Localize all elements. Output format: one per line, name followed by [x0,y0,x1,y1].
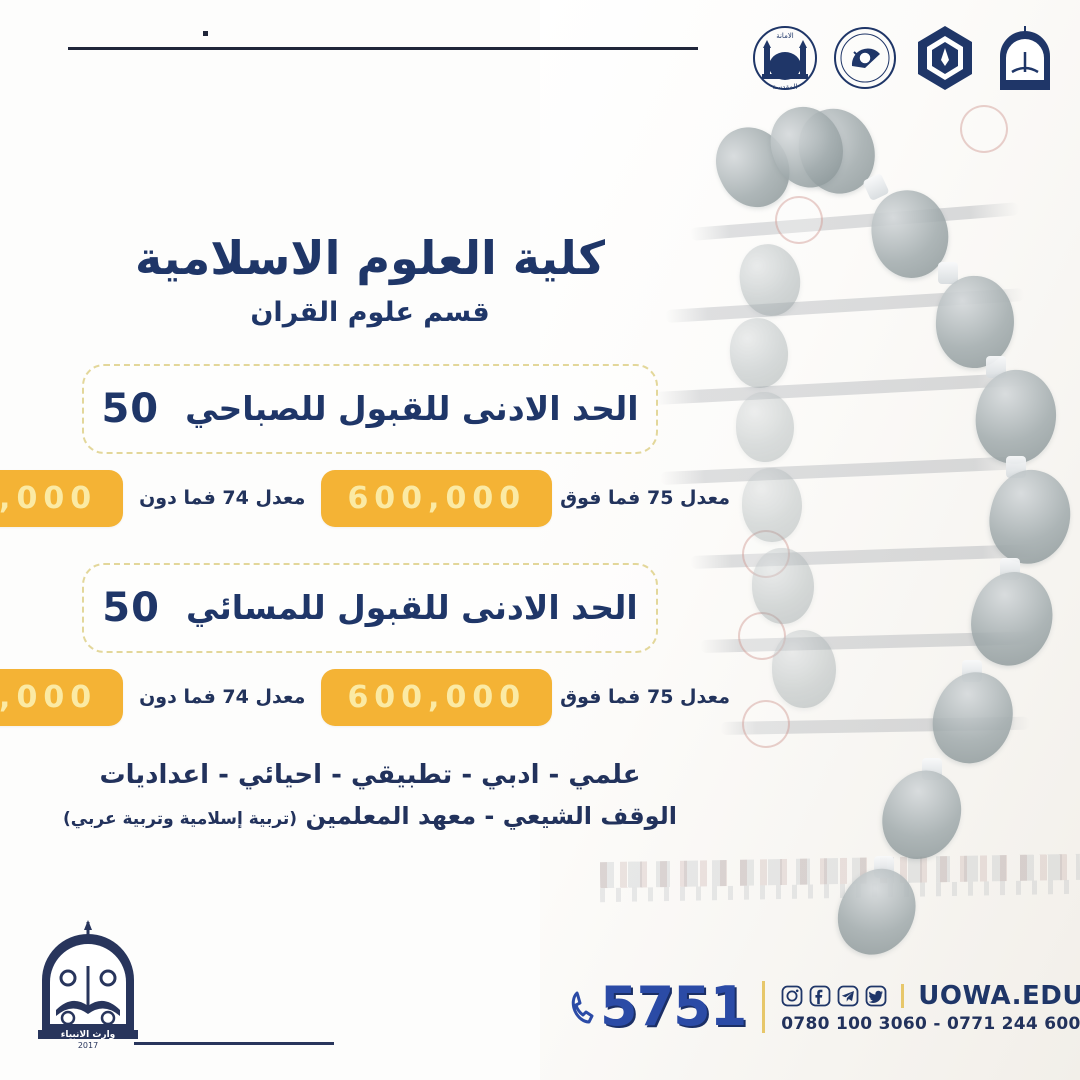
quran-text-line [689,543,1036,569]
bead-spacer [962,660,982,682]
evening-fee-row: معدل 75 فما فوق 600,000 معدل 74 فما دون … [0,668,740,726]
svg-text:الامانة: الامانة [776,32,794,40]
page-title: كلية العلوم الاسلامية [135,231,605,285]
bead-spacer [1000,558,1020,580]
branches-line-1: علمي - ادبي - تطبيقي - احيائي - اعداديات [99,759,641,790]
evening-admission-score: 50 [102,584,160,631]
contact-footer: 5751 [570,980,1080,1034]
prayer-bead [736,392,794,462]
prayer-bead [868,757,976,873]
poster-content: كلية العلوم الاسلامية قسم علوم القران ال… [0,232,740,830]
bead-spacer [874,856,894,878]
bead-spacer [938,262,958,284]
morning-fee-row: معدل 75 فما فوق 600,000 معدل 74 فما دون … [0,469,740,527]
bead-spacer [986,356,1006,378]
quran-text-line [699,631,1036,653]
header-dot-marker [203,31,208,36]
prayer-bead [760,96,854,198]
social-and-website-row: UOWA.EDU.IQ [781,981,1080,1011]
bead-spacer [922,758,942,780]
warith-al-anbiyaa-emblem [1000,26,1050,90]
morning-admission-label: الحد الادنى للقبول للصباحي [185,389,639,429]
quran-verse-marker [742,530,790,578]
bead-spacer [1006,456,1026,478]
prayer-bead [822,855,932,969]
quran-ornament-band [599,879,1080,903]
hexagon-pen-emblem [918,26,972,90]
social-links [781,985,887,1007]
footer-details: UOWA.EDU.IQ 0780 100 3060 - 0771 244 600… [781,981,1080,1034]
branches-line-2-note: (تربية إسلامية وتربية عربي) [63,808,298,829]
facebook-icon[interactable] [809,985,831,1007]
instagram-icon[interactable] [781,985,803,1007]
twitter-icon[interactable] [865,985,887,1007]
phone-handset-icon [571,991,594,1024]
header-divider-rule [68,47,698,50]
evening-fee-amount-high: 600,000 [321,668,553,726]
prayer-bead [979,461,1080,573]
prayer-bead [959,561,1065,677]
morning-fee-amount-low: 900,000 [0,469,124,527]
bead-spacer [862,172,890,202]
prayer-bead [735,240,805,320]
eligible-branches: علمي - ادبي - تطبيقي - احيائي - اعداديات… [63,760,677,830]
hotline-number[interactable]: 5751 [600,975,747,1038]
prayer-bead [703,114,803,220]
footer-divider-small [901,983,905,1008]
website-url[interactable]: UOWA.EDU.IQ [918,980,1080,1011]
morning-fee-note-high: معدل 75 فما فوق [560,487,730,510]
evening-admission-label: الحد الادنى للقبول للمسائي [185,588,638,628]
prayer-bead [919,660,1027,776]
quran-verse-marker [960,105,1008,153]
morning-fee-note-low: معدل 74 فما دون [139,487,306,510]
circular-institute-emblem [834,27,896,89]
footer-divider [762,981,766,1033]
prayer-bead [968,363,1064,471]
morning-admission-score: 50 [101,385,160,432]
svg-text:2017: 2017 [78,1041,98,1050]
footer-divider-rule [134,1042,334,1045]
prayer-bead [772,630,836,708]
quran-ornament-band [599,853,1080,889]
evening-fee-note-low: معدل 74 فما دون [139,686,306,709]
prayer-bead [932,273,1018,371]
branches-line-2: الوقف الشيعي - معهد المعلمين (تربية إسلا… [63,802,677,830]
svg-text:وارث الانبياء: وارث الانبياء [61,1030,116,1040]
prayer-bead [788,98,886,204]
evening-admission-box: الحد الادنى للقبول للمسائي 50 [82,562,658,653]
university-of-warith-al-anbiyaa-logo: وارث الانبياء 2017 [38,920,138,1050]
quran-verse-marker [738,612,786,660]
branches-line-2-main: الوقف الشيعي - معهد المعلمين [305,801,677,830]
partner-emblems: الامانة المقدسة [752,22,1058,94]
morning-admission-box: الحد الادنى للقبول للصباحي 50 [82,363,658,454]
evening-fee-note-high: معدل 75 فما فوق [560,686,730,709]
phone-numbers[interactable]: 0780 100 3060 - 0771 244 6006 - 0773 489… [781,1013,1080,1034]
svg-text:المقدسة: المقدسة [773,83,798,91]
department-subtitle: قسم علوم القران [250,296,490,328]
prayer-bead [742,468,802,542]
quran-verse-marker [775,196,823,244]
prayer-bead [864,184,956,284]
quran-verse-marker [742,700,790,748]
quran-text-line [719,716,1031,735]
prayer-bead [752,548,814,624]
evening-fee-amount-low: 900,000 [0,668,124,726]
al-ataba-al-alawiya-emblem: الامانة المقدسة [753,26,817,91]
morning-fee-amount-high: 600,000 [321,469,553,527]
telegram-icon[interactable] [837,985,859,1007]
